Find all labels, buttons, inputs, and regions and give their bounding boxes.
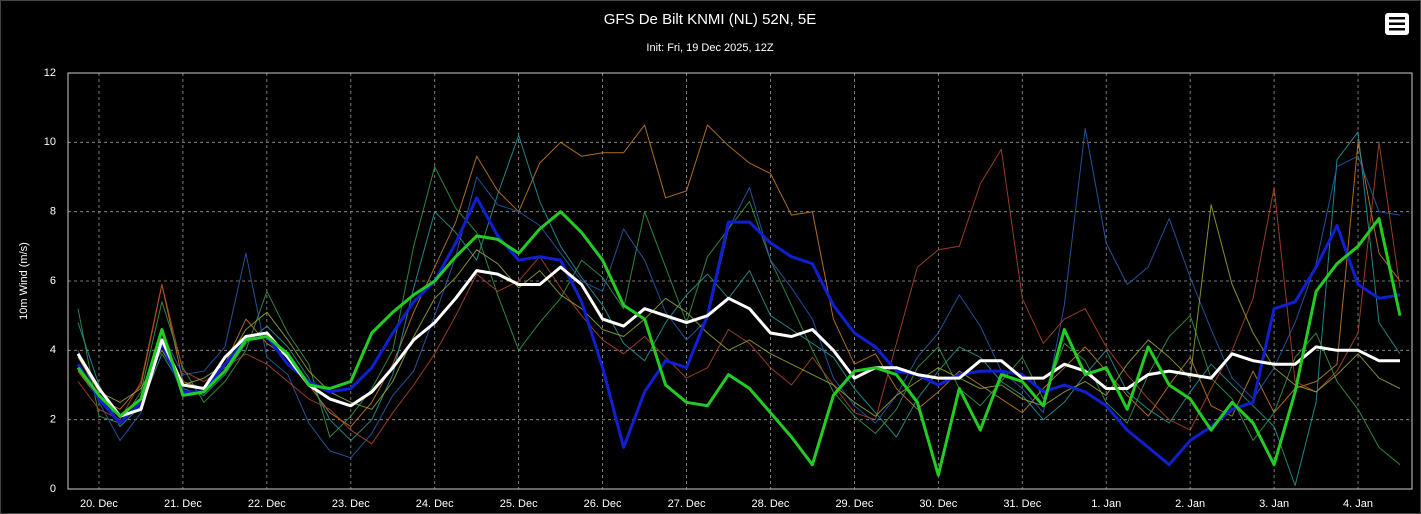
x-tick-label: 26. Dec xyxy=(584,498,622,510)
x-tick-label: 22. Dec xyxy=(248,498,286,510)
chart-subtitle: Init: Fri, 19 Dec 2025, 12Z xyxy=(646,42,773,54)
y-axis-label: 10m Wind (m/s) xyxy=(18,242,30,320)
x-tick-label: 31. Dec xyxy=(1003,498,1041,510)
x-tick-label: 28. Dec xyxy=(752,498,790,510)
x-tick-label: 20. Dec xyxy=(80,498,118,510)
member-line xyxy=(77,128,1401,459)
member-line xyxy=(77,204,1401,417)
x-tick-label: 4. Jan xyxy=(1343,498,1373,510)
x-tick-label: 21. Dec xyxy=(164,498,202,510)
menu-button[interactable] xyxy=(1385,13,1409,35)
x-tick-label: 3. Jan xyxy=(1259,498,1289,510)
y-tick-label: 6 xyxy=(50,275,56,287)
y-tick-label: 4 xyxy=(50,344,56,356)
y-tick-label: 10 xyxy=(44,136,56,148)
y-tick-label: 8 xyxy=(50,206,56,218)
plot-frame xyxy=(67,72,1413,490)
x-tick-label: 2. Jan xyxy=(1175,498,1205,510)
x-tick-label: 27. Dec xyxy=(668,498,706,510)
x-tick-label: 25. Dec xyxy=(500,498,538,510)
member-line xyxy=(77,141,1401,445)
x-tick-label: 24. Dec xyxy=(416,498,454,510)
series-line xyxy=(76,210,1402,477)
chart-title: GFS De Bilt KNMI (NL) 52N, 5E xyxy=(604,11,817,28)
x-tick-label: 1. Jan xyxy=(1091,498,1121,510)
x-tick-label: 29. Dec xyxy=(835,498,873,510)
x-tick-label: 30. Dec xyxy=(919,498,957,510)
member-line xyxy=(77,166,1401,466)
y-tick-label: 2 xyxy=(50,414,56,426)
member-line xyxy=(77,131,1401,486)
x-tick-label: 23. Dec xyxy=(332,498,370,510)
y-tick-label: 12 xyxy=(44,67,56,79)
y-tick-label: 0 xyxy=(50,483,56,495)
